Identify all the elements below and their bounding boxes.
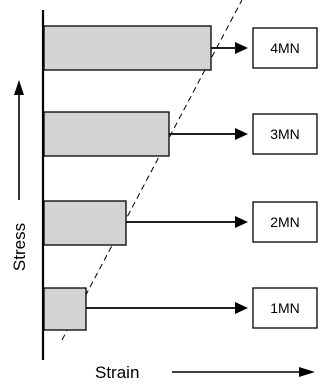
stage-3mn: 3MN (43, 111, 318, 157)
strain-arrow (172, 367, 315, 377)
stage-4mn: 4MN (43, 25, 318, 71)
arrow-head (235, 216, 248, 228)
arrow-head (235, 42, 248, 54)
arrow-head (235, 128, 248, 140)
stress-bar (43, 25, 212, 71)
load-label: 4MN (270, 40, 300, 56)
stress-bar (43, 200, 127, 246)
arrow-head (235, 302, 248, 314)
y-axis-label: Stress (10, 223, 29, 271)
stress-bar (43, 111, 170, 157)
stress-arrow-head (14, 80, 24, 95)
stress-bar (43, 287, 87, 331)
load-box (252, 287, 318, 329)
stress-arrow (14, 80, 24, 200)
load-label: 3MN (270, 126, 300, 142)
dashed-diagonal-line (61, 0, 243, 341)
load-box (252, 201, 318, 243)
load-label: 1MN (270, 300, 300, 316)
load-label: 2MN (270, 214, 300, 230)
strain-arrow-head (299, 367, 315, 377)
load-box (252, 113, 318, 155)
stage-2mn: 2MN (43, 200, 318, 246)
stage-1mn: 1MN (43, 287, 318, 331)
load-box (252, 27, 318, 69)
x-axis-label: Strain (95, 363, 139, 382)
